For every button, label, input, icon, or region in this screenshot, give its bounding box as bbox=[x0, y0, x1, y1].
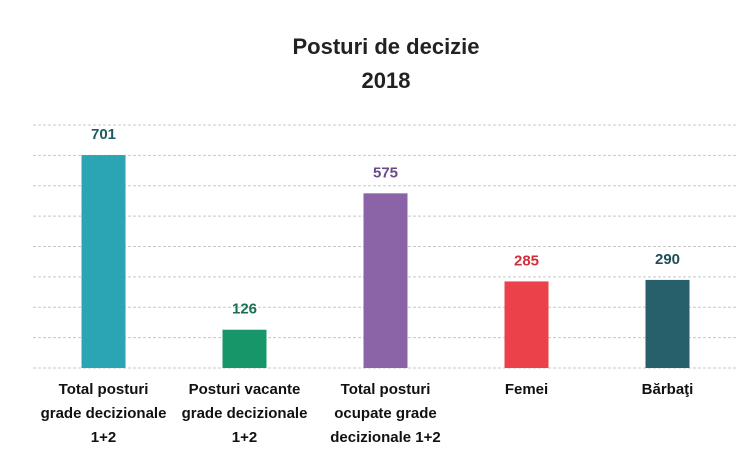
x-tick-label: grade decizionale bbox=[182, 405, 308, 422]
bar bbox=[504, 281, 549, 368]
data-label: 285 bbox=[514, 252, 539, 269]
data-label: 701 bbox=[91, 126, 116, 143]
chart-title: Posturi de decizie bbox=[292, 34, 479, 59]
x-tick-label: ocupate grade bbox=[334, 405, 437, 422]
bar bbox=[81, 155, 126, 368]
x-tick-label: Femei bbox=[505, 381, 548, 398]
x-tick-label: Bărbaţi bbox=[642, 381, 694, 398]
bar bbox=[222, 329, 267, 368]
data-label: 126 bbox=[232, 301, 257, 318]
chart-title: 2018 bbox=[362, 68, 411, 93]
x-tick-label: grade decizionale bbox=[41, 405, 167, 422]
x-tick-label: Total posturi bbox=[341, 381, 431, 398]
data-label: 575 bbox=[373, 164, 398, 181]
data-label: 290 bbox=[655, 251, 680, 268]
x-tick-label: 1+2 bbox=[91, 429, 116, 446]
x-tick-label: Total posturi bbox=[59, 381, 149, 398]
bar bbox=[645, 279, 690, 368]
x-tick-label: decizionale 1+2 bbox=[330, 429, 440, 446]
x-tick-label: 1+2 bbox=[232, 429, 257, 446]
bar bbox=[363, 193, 408, 368]
x-tick-label: Posturi vacante bbox=[189, 381, 301, 398]
